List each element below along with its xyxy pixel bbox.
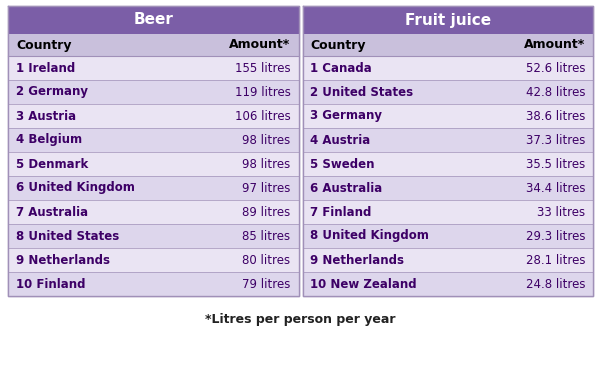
Text: 38.6 litres: 38.6 litres	[526, 110, 585, 123]
Bar	[302, 200, 593, 224]
Text: 35.5 litres: 35.5 litres	[526, 158, 585, 171]
Text: 7 Australia: 7 Australia	[16, 206, 88, 219]
Text: 1 Ireland: 1 Ireland	[16, 62, 75, 75]
Text: 80 litres: 80 litres	[242, 254, 290, 267]
Bar	[8, 80, 299, 104]
Text: 155 litres: 155 litres	[235, 62, 290, 75]
Text: 34.4 litres: 34.4 litres	[525, 182, 585, 195]
Text: Amount*: Amount*	[229, 39, 290, 51]
Bar	[8, 104, 299, 128]
Text: 79 litres: 79 litres	[242, 278, 290, 291]
Text: 4 Belgium: 4 Belgium	[16, 134, 82, 147]
Bar	[302, 152, 593, 176]
Text: 42.8 litres: 42.8 litres	[525, 86, 585, 99]
Text: 3 Austria: 3 Austria	[16, 110, 76, 123]
Text: *Litres per person per year: *Litres per person per year	[206, 312, 395, 326]
Text: 1 Canada: 1 Canada	[311, 62, 372, 75]
Text: 2 Germany: 2 Germany	[16, 86, 88, 99]
Bar	[302, 224, 593, 248]
Text: 5 Denmark: 5 Denmark	[16, 158, 88, 171]
Text: 8 United States: 8 United States	[16, 230, 119, 243]
Bar	[302, 6, 593, 296]
Text: 28.1 litres: 28.1 litres	[525, 254, 585, 267]
Text: 9 Netherlands: 9 Netherlands	[311, 254, 404, 267]
Text: Country: Country	[16, 39, 72, 51]
Text: 89 litres: 89 litres	[242, 206, 290, 219]
Text: 119 litres: 119 litres	[234, 86, 290, 99]
Text: 33 litres: 33 litres	[537, 206, 585, 219]
Text: 98 litres: 98 litres	[242, 158, 290, 171]
Text: Fruit juice: Fruit juice	[404, 12, 491, 27]
Bar	[8, 200, 299, 224]
Text: 10 New Zealand: 10 New Zealand	[311, 278, 417, 291]
Text: 29.3 litres: 29.3 litres	[525, 230, 585, 243]
Bar	[302, 128, 593, 152]
Text: Country: Country	[311, 39, 366, 51]
Bar	[8, 152, 299, 176]
Text: 9 Netherlands: 9 Netherlands	[16, 254, 110, 267]
Text: 98 litres: 98 litres	[242, 134, 290, 147]
Text: Amount*: Amount*	[523, 39, 585, 51]
Text: 6 United Kingdom: 6 United Kingdom	[16, 182, 135, 195]
Text: 2 United States: 2 United States	[311, 86, 413, 99]
Text: 3 Germany: 3 Germany	[311, 110, 382, 123]
Text: 37.3 litres: 37.3 litres	[526, 134, 585, 147]
Bar	[8, 56, 299, 80]
Text: 5 Sweden: 5 Sweden	[311, 158, 375, 171]
Bar	[302, 176, 593, 200]
Text: 6 Australia: 6 Australia	[311, 182, 383, 195]
Bar	[8, 224, 299, 248]
Bar	[8, 34, 299, 56]
Bar	[8, 128, 299, 152]
Text: Beer: Beer	[133, 12, 173, 27]
Text: 10 Finland: 10 Finland	[16, 278, 85, 291]
Bar	[302, 34, 593, 56]
Bar	[302, 6, 593, 34]
Text: 24.8 litres: 24.8 litres	[525, 278, 585, 291]
Text: 8 United Kingdom: 8 United Kingdom	[311, 230, 429, 243]
Text: 4 Austria: 4 Austria	[311, 134, 371, 147]
Text: 97 litres: 97 litres	[242, 182, 290, 195]
Text: 52.6 litres: 52.6 litres	[525, 62, 585, 75]
Bar	[8, 6, 299, 34]
Bar	[8, 6, 299, 296]
Bar	[8, 248, 299, 272]
Bar	[302, 104, 593, 128]
Bar	[302, 248, 593, 272]
Bar	[8, 176, 299, 200]
Text: 106 litres: 106 litres	[235, 110, 290, 123]
Bar	[8, 272, 299, 296]
Bar	[302, 56, 593, 80]
Text: 85 litres: 85 litres	[242, 230, 290, 243]
Bar	[302, 80, 593, 104]
Text: 7 Finland: 7 Finland	[311, 206, 372, 219]
Bar	[302, 272, 593, 296]
